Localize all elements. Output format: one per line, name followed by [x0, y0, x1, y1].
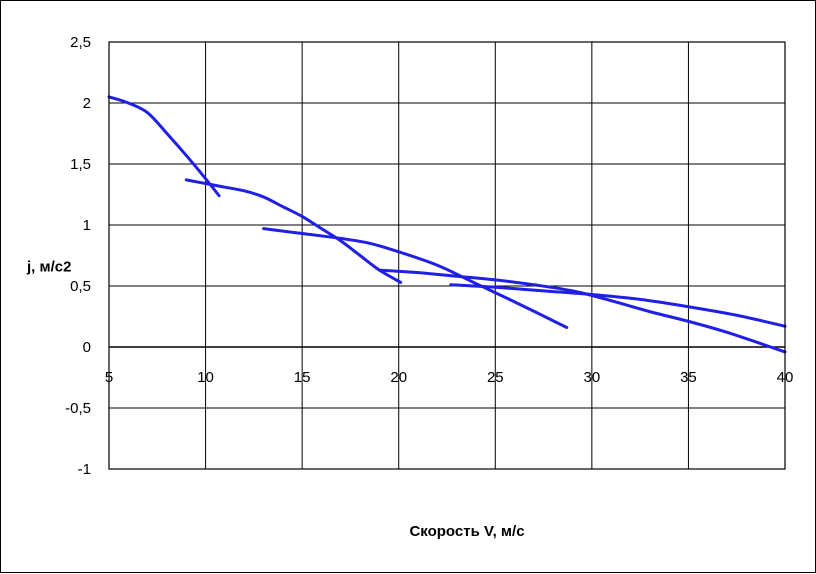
x-tick-label: 30: [584, 369, 601, 386]
series-lines: [107, 95, 787, 354]
series-line-1: [107, 95, 221, 198]
x-tick-label: 10: [197, 369, 214, 386]
y-tick-label: 1: [83, 217, 91, 234]
y-tick-label: -1: [78, 461, 91, 478]
y-tick-label: -0,5: [65, 400, 91, 417]
tick-labels: 5 10 15 20 25 30 35 402,521,510,50-0,5-1: [65, 34, 793, 478]
plot-border: [108, 41, 786, 470]
y-tick-label: 0: [83, 339, 91, 356]
x-tick-label: 35: [680, 369, 697, 386]
y-tick-label: 1,5: [70, 156, 91, 173]
series-line-2: [184, 178, 403, 284]
grid-lines: [108, 41, 786, 470]
y-tick-label: 2: [83, 95, 91, 112]
series-line-4: [377, 268, 787, 354]
x-tick-label: 20: [390, 369, 407, 386]
y-tick-label: 0,5: [70, 278, 91, 295]
series-line-3: [262, 227, 569, 329]
x-axis-title: Скорость V, м/с: [409, 523, 524, 540]
y-axis-title: j, м/с2: [26, 258, 71, 275]
y-tick-label: 2,5: [70, 34, 91, 51]
series-line-5: [449, 283, 787, 328]
x-tick-label: 25: [487, 369, 504, 386]
x-tick-label: 15: [294, 369, 311, 386]
plot-area: [109, 42, 785, 469]
